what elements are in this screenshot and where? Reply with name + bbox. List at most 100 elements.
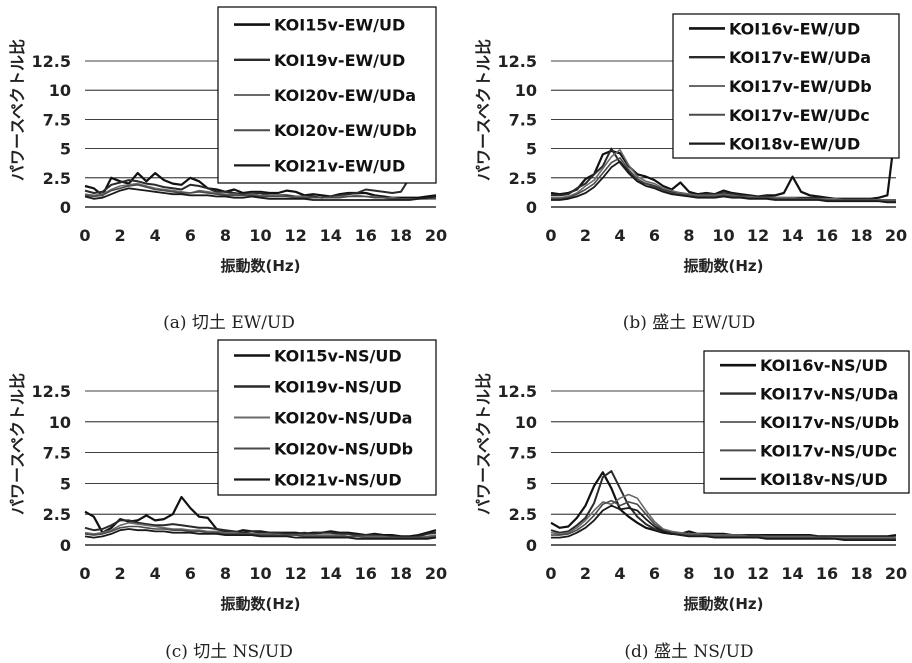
x-axis-label: 振動数(Hz) — [684, 595, 764, 613]
x-tick-label: 12 — [284, 226, 306, 245]
x-tick-label: 12 — [747, 564, 769, 583]
y-tick-label: 7.5 — [43, 110, 71, 129]
x-tick-label: 8 — [683, 226, 694, 245]
panel-caption: (c) 切土 NS/UD — [165, 642, 293, 662]
series-line — [84, 172, 437, 199]
x-tick-label: 2 — [580, 564, 591, 583]
legend-label: KOI17v-EW/UDa — [729, 48, 871, 67]
x-tick-label: 6 — [185, 564, 196, 583]
legend-label: KOI18v-EW/UD — [729, 135, 860, 154]
legend-label: KOI19v-NS/UD — [274, 378, 402, 397]
y-tick-label: 10 — [515, 413, 537, 432]
chart-panel-4: 0 2.5 5 7.5 10 12.5 0 2 4 6 8 10 12 14 16 18 20 振動数(Hz) パワ… — [474, 350, 910, 662]
y-tick-label: 0 — [60, 198, 71, 217]
legend-label: KOI17v-NS/UDc — [760, 441, 897, 460]
chart-panel-3: 0 2.5 5 7.5 10 12.5 0 2 4 6 8 10 12 14 16 18 20 振動数(Hz) パワ… — [8, 339, 447, 662]
y-tick-label: 10 — [515, 81, 537, 100]
legend-label: KOI17v-EW/UDb — [729, 77, 872, 96]
y-tick-label: 2.5 — [509, 505, 537, 524]
x-tick-label: 4 — [614, 564, 625, 583]
y-tick-label: 7.5 — [509, 444, 537, 463]
x-tick-label: 14 — [320, 226, 342, 245]
x-tick-label: 10 — [249, 564, 271, 583]
series-line — [550, 471, 897, 538]
y-tick-label: 2.5 — [43, 505, 71, 524]
x-tick-label: 8 — [220, 226, 231, 245]
x-tick-label: 16 — [816, 564, 838, 583]
series-line — [84, 187, 437, 201]
x-tick-label: 16 — [355, 226, 377, 245]
x-tick-label: 6 — [185, 226, 196, 245]
y-tick-label: 12.5 — [498, 52, 537, 71]
legend-label: KOI21v-NS/UD — [274, 471, 402, 490]
series-line — [84, 155, 437, 199]
series-line — [551, 504, 896, 541]
x-tick-label: 18 — [390, 226, 412, 245]
y-tick-label: 2.5 — [43, 169, 71, 188]
x-tick-label: 20 — [885, 564, 907, 583]
legend-label: KOI17v-NS/UDa — [760, 385, 898, 404]
x-tick-label: 20 — [425, 564, 447, 583]
legend-label: KOI19v-EW/UD — [274, 51, 405, 70]
x-tick-label: 0 — [79, 226, 90, 245]
legend-label: KOI15v-EW/UD — [274, 16, 405, 35]
y-tick-label: 10 — [49, 413, 71, 432]
x-tick-label: 18 — [850, 226, 872, 245]
legend-label: KOI20v-NS/UDa — [274, 409, 412, 428]
legend-label: KOI16v-NS/UD — [760, 356, 888, 375]
y-tick-label: 12.5 — [32, 382, 71, 401]
x-tick-label: 12 — [284, 564, 306, 583]
chart-panel-1: 0 2.5 5 7.5 10 12.5 0 2 4 6 8 10 12 14 16 18 20 振動数(Hz) パワ… — [8, 6, 447, 333]
chart-panel-2: 0 2.5 5 7.5 10 12.5 0 2 4 6 8 10 12 14 16 18 20 振動数(Hz) パワ… — [474, 13, 907, 333]
legend: KOI15v-NS/UD KOI19v-NS/UD KOI20v-NS/UDa KOI… — [217, 339, 437, 496]
y-tick-label: 0 — [526, 536, 537, 555]
legend: KOI16v-NS/UD KOI17v-NS/UDa KOI17v-NS/UDb KO… — [703, 350, 910, 494]
series-line — [84, 528, 437, 540]
legend-label: KOI20v-EW/UDb — [274, 121, 417, 140]
legend-label: KOI17v-EW/UDc — [729, 106, 870, 125]
x-tick-label: 18 — [390, 564, 412, 583]
series-line — [551, 160, 896, 204]
y-tick-label: 5 — [526, 140, 537, 159]
x-tick-label: 10 — [712, 564, 734, 583]
series-line — [550, 493, 896, 539]
y-tick-label: 0 — [526, 198, 537, 217]
y-tick-label: 2.5 — [509, 169, 537, 188]
x-tick-label: 2 — [580, 226, 591, 245]
y-tick-label: 0 — [60, 536, 71, 555]
x-tick-label: 16 — [816, 226, 838, 245]
x-tick-label: 4 — [150, 564, 161, 583]
x-axis-label: 振動数(Hz) — [221, 257, 301, 275]
x-axis-label: 振動数(Hz) — [221, 595, 301, 613]
y-tick-label: 5 — [526, 474, 537, 493]
y-tick-label: 10 — [49, 81, 71, 100]
x-tick-label: 14 — [781, 226, 803, 245]
legend-label: KOI15v-NS/UD — [274, 347, 402, 366]
x-tick-label: 8 — [683, 564, 694, 583]
y-axis-label: パワースペクトル比 — [474, 373, 493, 515]
x-tick-label: 10 — [712, 226, 734, 245]
x-tick-label: 20 — [425, 226, 447, 245]
legend-label: KOI18v-NS/UD — [760, 470, 888, 489]
legend-label: KOI16v-EW/UD — [729, 19, 860, 38]
x-tick-label: 8 — [220, 564, 231, 583]
panel-caption: (b) 盛土 EW/UD — [623, 313, 756, 333]
panel-caption: (a) 切土 EW/UD — [163, 313, 295, 333]
x-tick-label: 0 — [545, 226, 556, 245]
y-tick-label: 5 — [60, 140, 71, 159]
panel-caption: (d) 盛土 NS/UD — [624, 642, 753, 662]
x-axis-label: 振動数(Hz) — [684, 257, 764, 275]
y-tick-label: 12.5 — [498, 382, 537, 401]
series-line — [551, 157, 896, 202]
y-axis-label: パワースペクトル比 — [8, 373, 27, 515]
series-line — [84, 525, 437, 539]
x-tick-label: 0 — [79, 564, 90, 583]
y-tick-label: 12.5 — [32, 52, 71, 71]
legend: KOI16v-EW/UD KOI17v-EW/UDa KOI17v-EW/UDb KO… — [672, 13, 900, 159]
x-tick-label: 14 — [320, 564, 342, 583]
x-tick-label: 14 — [781, 564, 803, 583]
y-axis-label: パワースペクトル比 — [8, 39, 27, 181]
x-tick-label: 16 — [355, 564, 377, 583]
x-tick-label: 2 — [115, 226, 126, 245]
